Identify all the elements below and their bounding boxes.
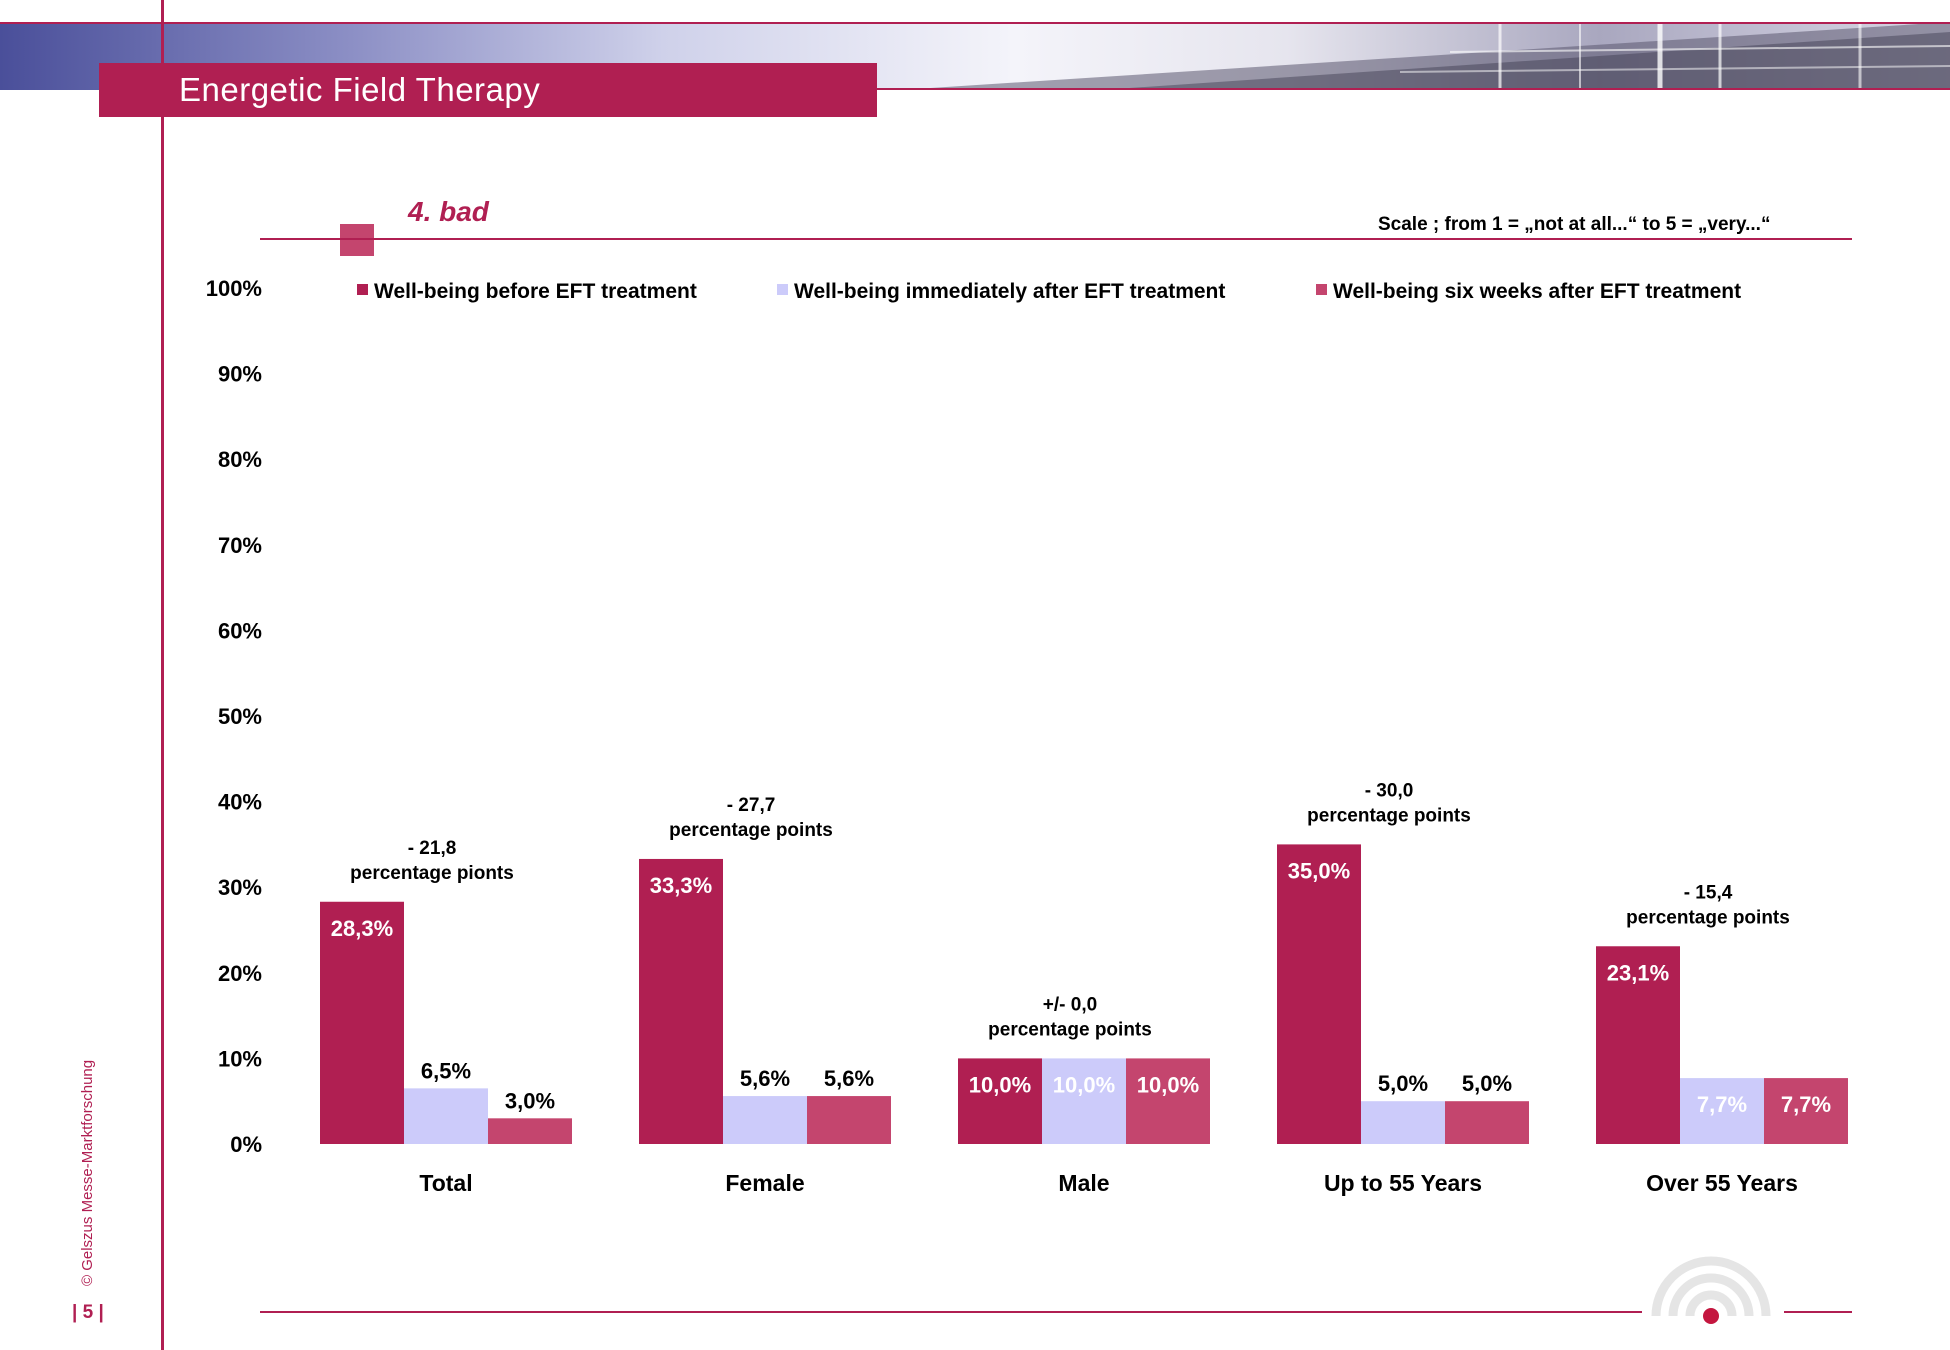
bar <box>958 1058 1042 1144</box>
section-marker <box>340 224 374 256</box>
data-label: 23,1% <box>1607 960 1669 985</box>
scale-note: Scale ; from 1 = „not at all...“ to 5 = … <box>1378 214 1771 235</box>
y-tick-label: 20% <box>218 961 262 986</box>
bar <box>1445 1101 1529 1144</box>
annotation-text: percentage points <box>1626 907 1790 928</box>
section-title: 4. bad <box>408 196 489 227</box>
annotation-delta: - 21,8 <box>408 838 457 859</box>
data-label: 33,3% <box>650 873 712 898</box>
y-tick-label: 60% <box>218 618 262 643</box>
x-tick-label: Over 55 Years <box>1646 1170 1798 1196</box>
legend-label: Well-being before EFT treatment <box>374 280 697 303</box>
legend-swatch <box>357 284 368 295</box>
bar <box>1042 1058 1126 1144</box>
bar <box>1126 1058 1210 1144</box>
bar <box>1361 1101 1445 1144</box>
y-tick-label: 0% <box>230 1132 262 1157</box>
annotation-text: percentage points <box>1307 805 1471 826</box>
page-number: | 5 | <box>72 1302 104 1323</box>
legend-swatch <box>1316 284 1327 295</box>
x-tick-label: Male <box>1058 1170 1109 1196</box>
annotation-text: percentage points <box>669 820 833 841</box>
bar <box>1596 946 1680 1144</box>
header-building-icon <box>900 22 1950 90</box>
y-tick-label: 90% <box>218 362 262 387</box>
x-tick-label: Female <box>725 1170 804 1196</box>
footer-line-right <box>1784 1311 1852 1313</box>
bar <box>1764 1078 1848 1144</box>
legend-label: Well-being immediately after EFT treatme… <box>794 280 1225 303</box>
data-label: 5,6% <box>740 1066 790 1091</box>
y-tick-label: 100% <box>206 276 262 301</box>
data-label: 10,0% <box>969 1072 1031 1097</box>
header-top-border <box>0 22 1950 24</box>
page-title: Energetic Field Therapy <box>99 63 877 117</box>
bar <box>1680 1078 1764 1144</box>
x-tick-label: Up to 55 Years <box>1324 1170 1482 1196</box>
y-tick-label: 70% <box>218 533 262 558</box>
header-bottom-line <box>870 88 1950 90</box>
signal-logo-icon <box>1651 1256 1771 1324</box>
bar <box>404 1088 488 1144</box>
bar <box>807 1096 891 1144</box>
bar <box>488 1118 572 1144</box>
annotation-delta: - 27,7 <box>727 795 776 816</box>
annotation-text: percentage points <box>988 1019 1152 1040</box>
section-divider <box>260 238 1852 240</box>
data-label: 6,5% <box>421 1058 471 1083</box>
y-tick-label: 40% <box>218 790 262 815</box>
data-label: 5,0% <box>1378 1071 1428 1096</box>
annotation-delta: +/- 0,0 <box>1043 994 1097 1015</box>
annotation-delta: - 30,0 <box>1365 780 1414 801</box>
footer-line <box>260 1311 1642 1313</box>
y-tick-label: 50% <box>218 704 262 729</box>
data-label: 28,3% <box>331 916 393 941</box>
data-label: 7,7% <box>1781 1092 1831 1117</box>
data-label: 7,7% <box>1697 1092 1747 1117</box>
bar <box>1277 844 1361 1144</box>
bar <box>320 901 404 1144</box>
y-tick-label: 30% <box>218 875 262 900</box>
legend-label: Well-being six weeks after EFT treatment <box>1333 280 1741 303</box>
copyright-text: © Gelszus Messe-Marktforschung <box>79 1059 96 1286</box>
bar <box>723 1096 807 1144</box>
header-photo <box>0 22 1950 90</box>
bar <box>639 858 723 1144</box>
data-label: 5,0% <box>1462 1071 1512 1096</box>
data-label: 10,0% <box>1053 1072 1115 1097</box>
legend-swatch <box>777 284 788 295</box>
x-tick-label: Total <box>419 1170 472 1196</box>
y-tick-label: 80% <box>218 447 262 472</box>
left-vertical-rule <box>161 0 164 1350</box>
data-label: 5,6% <box>824 1066 874 1091</box>
annotation-delta: - 15,4 <box>1684 882 1733 903</box>
data-label: 3,0% <box>505 1088 555 1113</box>
annotation-text: percentage pionts <box>350 863 514 884</box>
y-tick-label: 10% <box>218 1046 262 1071</box>
data-label: 35,0% <box>1288 858 1350 883</box>
data-label: 10,0% <box>1137 1072 1199 1097</box>
